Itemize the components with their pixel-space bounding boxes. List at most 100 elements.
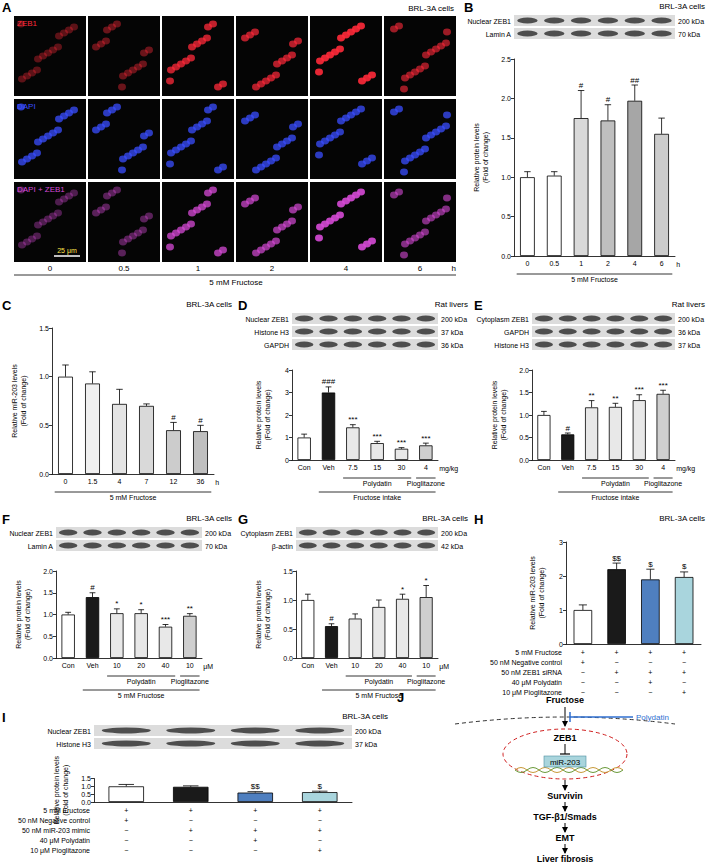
svg-text:TGF-β1/Smads: TGF-β1/Smads bbox=[533, 812, 597, 822]
svg-text:10: 10 bbox=[351, 662, 359, 669]
svg-text:##: ## bbox=[630, 76, 639, 85]
svg-text:5 mM Fructose: 5 mM Fructose bbox=[355, 692, 402, 699]
svg-text:0.0: 0.0 bbox=[501, 253, 511, 260]
svg-text:10: 10 bbox=[422, 662, 430, 669]
svg-text:2: 2 bbox=[606, 260, 610, 267]
svg-text:**: ** bbox=[588, 391, 594, 400]
svg-text:Survivin: Survivin bbox=[547, 791, 583, 801]
svg-text:30: 30 bbox=[398, 464, 406, 471]
svg-text:*: * bbox=[401, 585, 404, 594]
svg-text:**: ** bbox=[612, 394, 618, 403]
svg-text:0.0: 0.0 bbox=[43, 655, 53, 662]
svg-text:37 kDa: 37 kDa bbox=[678, 342, 700, 349]
svg-text:**: ** bbox=[187, 604, 193, 613]
svg-text:−: − bbox=[648, 659, 652, 666]
svg-text:50 nM Negative control: 50 nM Negative control bbox=[490, 659, 562, 667]
svg-text:miR-203: miR-203 bbox=[550, 758, 581, 767]
svg-text:Fructose intake: Fructose intake bbox=[353, 494, 401, 501]
svg-text:Nuclear ZEB1: Nuclear ZEB1 bbox=[245, 316, 289, 323]
svg-text:1.5: 1.5 bbox=[283, 568, 293, 575]
svg-text:Veh: Veh bbox=[562, 464, 574, 471]
svg-text:36 kDa: 36 kDa bbox=[441, 342, 463, 349]
svg-text:5 mM Fructose: 5 mM Fructose bbox=[110, 494, 157, 501]
svg-text:1: 1 bbox=[559, 607, 563, 614]
svg-text:Veh: Veh bbox=[322, 464, 334, 471]
svg-text:37 kDa: 37 kDa bbox=[355, 741, 377, 748]
svg-text:Relative protein levels: Relative protein levels bbox=[255, 380, 263, 449]
svg-text:50 nM miR-203 mimic: 50 nM miR-203 mimic bbox=[22, 827, 91, 834]
svg-text:200 kDa: 200 kDa bbox=[678, 18, 704, 25]
svg-text:10: 10 bbox=[186, 662, 194, 669]
svg-text:Polydatin: Polydatin bbox=[363, 480, 392, 488]
svg-text:200 kDa: 200 kDa bbox=[205, 530, 231, 537]
svg-text:(Fold of change): (Fold of change) bbox=[538, 568, 546, 619]
svg-text:Relative miR-203 levels: Relative miR-203 levels bbox=[11, 364, 18, 438]
svg-text:7.5: 7.5 bbox=[348, 464, 358, 471]
svg-text:Relative miR-203 levels: Relative miR-203 levels bbox=[529, 556, 536, 630]
svg-text:#: # bbox=[566, 424, 571, 433]
svg-text:25 μm: 25 μm bbox=[57, 247, 77, 255]
svg-text:10: 10 bbox=[113, 662, 121, 669]
svg-text:5 mM Fructose: 5 mM Fructose bbox=[571, 276, 618, 283]
svg-text:Veh: Veh bbox=[325, 662, 337, 669]
svg-text:+: + bbox=[189, 807, 193, 814]
svg-text:70 kDa: 70 kDa bbox=[205, 543, 227, 550]
svg-text:1.5: 1.5 bbox=[81, 775, 91, 782]
svg-text:−: − bbox=[189, 847, 193, 854]
svg-text:#: # bbox=[171, 413, 176, 422]
svg-text:0.5: 0.5 bbox=[39, 422, 49, 429]
svg-text:1: 1 bbox=[579, 260, 583, 267]
svg-text:Polydatin: Polydatin bbox=[127, 678, 156, 686]
svg-text:+: + bbox=[615, 649, 619, 656]
svg-text:0.5: 0.5 bbox=[549, 260, 559, 267]
svg-text:0.0: 0.0 bbox=[283, 655, 293, 662]
svg-text:Relative protein levels: Relative protein levels bbox=[473, 123, 481, 192]
svg-text:1.5: 1.5 bbox=[39, 325, 49, 332]
svg-text:−: − bbox=[648, 689, 652, 696]
svg-text:Polydatin: Polydatin bbox=[601, 480, 630, 488]
svg-text:−: − bbox=[615, 659, 619, 666]
svg-text:***: *** bbox=[372, 432, 381, 441]
svg-text:***: *** bbox=[635, 385, 644, 394]
svg-text:+: + bbox=[682, 669, 686, 676]
svg-text:200 kDa: 200 kDa bbox=[441, 316, 467, 323]
svg-text:Con: Con bbox=[62, 662, 75, 669]
svg-text:Veh: Veh bbox=[86, 662, 98, 669]
svg-text:200 kDa: 200 kDa bbox=[678, 316, 704, 323]
svg-text:6: 6 bbox=[418, 264, 423, 273]
svg-text:−: − bbox=[124, 847, 128, 854]
svg-text:−: − bbox=[581, 679, 585, 686]
svg-text:−: − bbox=[615, 679, 619, 686]
svg-text:***: *** bbox=[161, 615, 170, 624]
svg-text:+: + bbox=[124, 807, 128, 814]
svg-text:0: 0 bbox=[285, 457, 289, 464]
svg-text:+: + bbox=[615, 669, 619, 676]
svg-text:*: * bbox=[140, 600, 143, 609]
svg-text:6: 6 bbox=[660, 260, 664, 267]
svg-text:Nuclear ZEB1: Nuclear ZEB1 bbox=[47, 728, 91, 735]
svg-text:42 kDa: 42 kDa bbox=[441, 543, 463, 550]
svg-text:(Fold of change): (Fold of change) bbox=[500, 390, 508, 441]
svg-text:0.0: 0.0 bbox=[81, 799, 91, 806]
svg-text:1.0: 1.0 bbox=[39, 373, 49, 380]
svg-text:***: *** bbox=[397, 438, 406, 447]
svg-text:0.5: 0.5 bbox=[81, 791, 91, 798]
svg-text:+: + bbox=[253, 807, 257, 814]
svg-text:#: # bbox=[606, 95, 611, 104]
svg-text:0: 0 bbox=[559, 641, 563, 648]
svg-text:Polydatin: Polydatin bbox=[364, 678, 393, 686]
svg-text:+: + bbox=[253, 837, 257, 844]
svg-text:mg/kg: mg/kg bbox=[676, 465, 695, 473]
svg-text:2.5: 2.5 bbox=[501, 56, 511, 63]
svg-text:+: + bbox=[682, 689, 686, 696]
svg-text:Relative protein levels: Relative protein levels bbox=[53, 756, 61, 825]
svg-text:+: + bbox=[581, 649, 585, 656]
svg-text:Cytoplasm ZEB1: Cytoplasm ZEB1 bbox=[240, 530, 293, 538]
svg-text:+: + bbox=[189, 827, 193, 834]
svg-text:Fructose: Fructose bbox=[546, 695, 584, 705]
svg-text:1.0: 1.0 bbox=[283, 597, 293, 604]
svg-text:1.0: 1.0 bbox=[501, 174, 511, 181]
svg-text:Relative protein levels: Relative protein levels bbox=[15, 580, 23, 649]
svg-text:−: − bbox=[189, 837, 193, 844]
svg-text:+: + bbox=[318, 847, 322, 854]
